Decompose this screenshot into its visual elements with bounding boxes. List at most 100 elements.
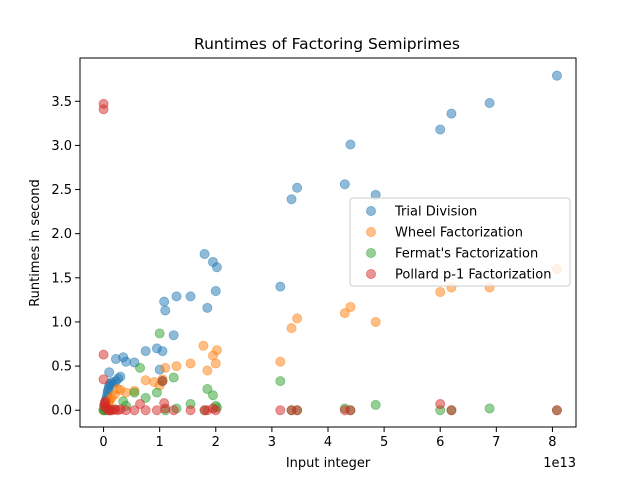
data-point-series-1 — [171, 361, 182, 372]
data-point-series-0 — [157, 346, 168, 357]
data-point-series-2 — [168, 372, 179, 383]
y-tick-label: 1.5 — [51, 271, 72, 286]
data-point-series-0 — [292, 182, 303, 193]
data-point-series-0 — [211, 262, 222, 273]
data-point-series-3 — [345, 405, 356, 416]
data-point-series-3 — [129, 405, 140, 416]
legend-marker-series-2 — [365, 247, 376, 258]
data-point-series-3 — [98, 349, 109, 360]
data-point-series-1 — [345, 301, 356, 312]
y-tick-label: 3.5 — [51, 95, 72, 110]
data-point-series-1 — [140, 375, 151, 386]
data-point-series-3 — [446, 405, 457, 416]
data-point-series-1 — [370, 316, 381, 327]
data-point-series-3 — [210, 405, 221, 416]
x-axis-label: Input integer — [286, 456, 371, 471]
data-point-series-3 — [185, 405, 196, 416]
y-tick-label: 3.0 — [51, 139, 72, 154]
data-point-series-1 — [185, 358, 196, 369]
legend-marker-series-1 — [365, 226, 376, 237]
data-point-series-0 — [159, 296, 170, 307]
data-point-series-1 — [202, 365, 213, 376]
data-point-series-3 — [157, 376, 168, 387]
data-point-series-2 — [151, 387, 162, 398]
y-axis-ticks: 0.0 0.5 1.0 1.5 2.0 2.5 3.0 3.5 — [51, 95, 80, 419]
data-point-series-2 — [154, 328, 165, 339]
data-point-series-3 — [435, 399, 446, 410]
x-tick-label: 0 — [99, 435, 107, 450]
data-point-series-2 — [207, 390, 218, 401]
data-point-series-1 — [211, 345, 222, 356]
data-point-series-0 — [210, 286, 221, 297]
data-point-series-1 — [286, 323, 297, 334]
data-point-series-2 — [370, 399, 381, 410]
x-tick-label: 7 — [492, 435, 500, 450]
data-point-series-1 — [198, 340, 209, 351]
x-axis-ticks: 0 1 2 3 4 5 6 7 8 — [99, 427, 557, 450]
data-point-series-3 — [160, 403, 171, 414]
y-tick-label: 0.5 — [51, 360, 72, 375]
data-point-series-3 — [135, 399, 146, 410]
data-point-series-1 — [339, 308, 350, 319]
legend: Trial Division Wheel Factorization Fermat'… — [349, 197, 571, 287]
legend-label-series-0: Trial Division — [394, 205, 477, 220]
x-tick-label: 8 — [548, 435, 556, 450]
data-point-series-0 — [202, 302, 213, 313]
data-point-series-0 — [446, 108, 457, 119]
data-point-series-0 — [160, 305, 171, 316]
legend-label-series-2: Fermat's Factorization — [395, 247, 538, 262]
data-point-series-0 — [339, 179, 350, 190]
data-point-series-0 — [275, 281, 286, 292]
x-tick-label: 4 — [324, 435, 332, 450]
y-axis-label: Runtimes in second — [28, 179, 43, 307]
chart-title: Runtimes of Factoring Semiprimes — [194, 35, 460, 53]
data-point-series-0 — [345, 139, 356, 150]
data-point-series-3 — [121, 405, 132, 416]
markers-layer — [98, 70, 562, 416]
data-point-series-0 — [168, 330, 179, 341]
data-point-series-2 — [275, 376, 286, 387]
data-point-series-0 — [435, 124, 446, 135]
data-point-series-3 — [292, 405, 303, 416]
x-tick-label: 3 — [268, 435, 276, 450]
data-point-series-0 — [185, 291, 196, 302]
data-point-series-3 — [98, 104, 109, 115]
legend-box — [349, 197, 571, 287]
y-tick-label: 0.0 — [51, 404, 72, 419]
data-point-series-3 — [140, 405, 151, 416]
data-point-series-2 — [129, 387, 140, 398]
legend-marker-series-0 — [365, 205, 376, 216]
data-point-series-3 — [151, 405, 162, 416]
data-point-series-2 — [135, 362, 146, 373]
data-point-series-0 — [115, 371, 126, 382]
x-tick-label: 5 — [380, 435, 388, 450]
data-point-series-1 — [160, 362, 171, 373]
data-point-series-0 — [551, 70, 562, 81]
data-point-series-1 — [275, 356, 286, 367]
data-point-series-1 — [121, 387, 132, 398]
data-point-series-0 — [286, 194, 297, 205]
y-tick-label: 2.5 — [51, 183, 72, 198]
data-point-series-3 — [275, 405, 286, 416]
data-point-series-1 — [435, 286, 446, 297]
data-point-series-1 — [210, 358, 221, 369]
x-offset-label: 1e13 — [543, 456, 576, 471]
data-point-series-3 — [98, 374, 109, 385]
data-point-series-2 — [140, 392, 151, 403]
y-tick-label: 1.0 — [51, 315, 72, 330]
data-point-series-0 — [199, 248, 210, 259]
x-tick-label: 1 — [156, 435, 164, 450]
data-point-series-0 — [104, 367, 115, 378]
legend-marker-series-3 — [365, 268, 376, 279]
legend-label-series-1: Wheel Factorization — [395, 226, 523, 241]
data-point-series-3 — [551, 405, 562, 416]
legend-label-series-3: Pollard p-1 Factorization — [395, 268, 551, 283]
data-point-series-0 — [171, 291, 182, 302]
data-point-series-0 — [140, 346, 151, 357]
x-tick-label: 6 — [436, 435, 444, 450]
data-point-series-3 — [168, 405, 179, 416]
data-point-series-0 — [121, 356, 132, 367]
data-point-series-0 — [484, 98, 495, 109]
data-point-series-2 — [202, 384, 213, 395]
